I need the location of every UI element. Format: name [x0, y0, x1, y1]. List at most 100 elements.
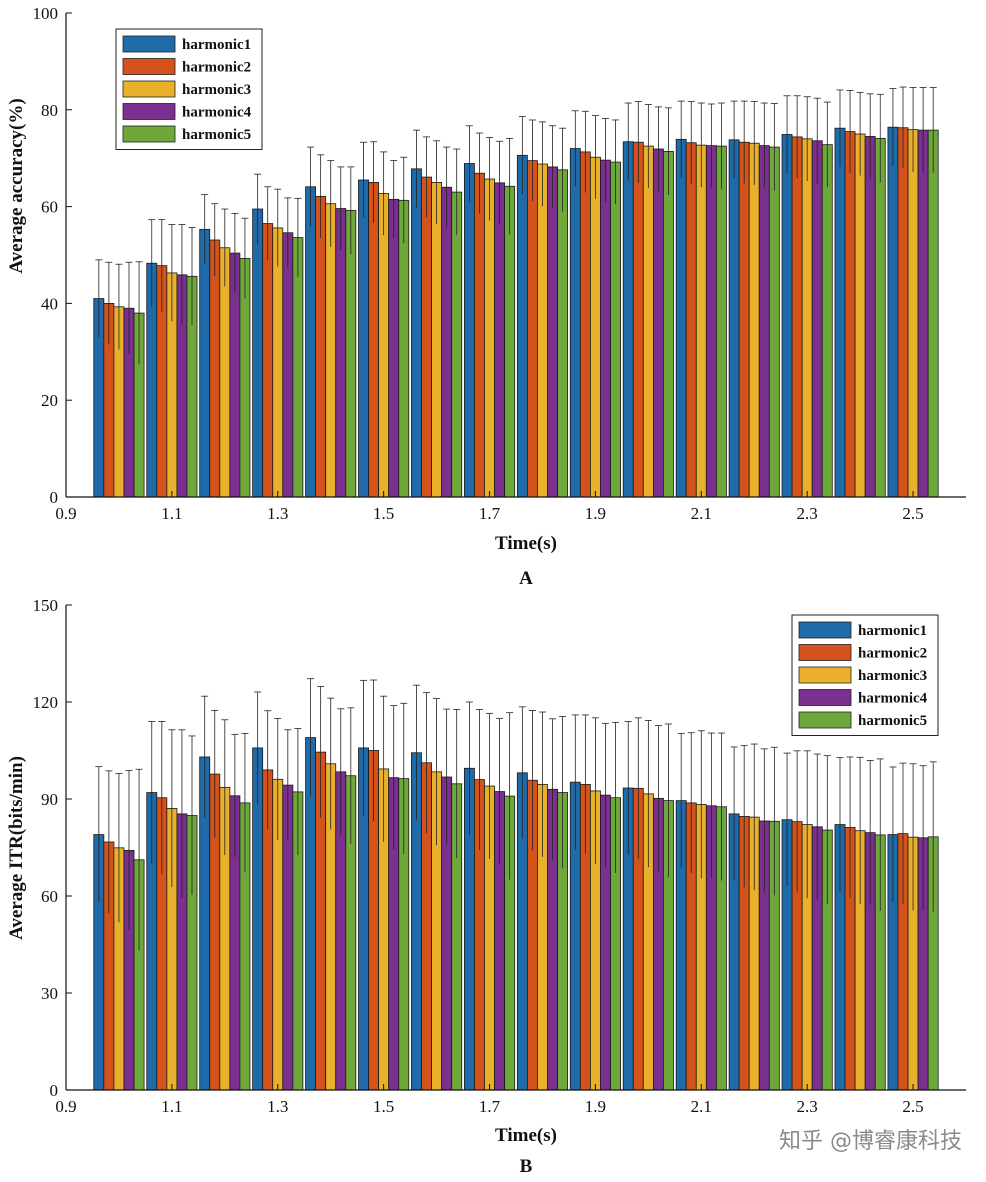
x-tick-label: 2.1 [691, 504, 712, 523]
bar-harmonic2 [632, 141, 644, 498]
bar-harmonic5 [610, 161, 621, 498]
bar-harmonic1 [305, 186, 317, 498]
legend-label-harmonic3: harmonic3 [858, 668, 927, 684]
bar-harmonic5 [768, 146, 780, 498]
bar-harmonic1 [887, 126, 899, 498]
y-axis-label: Average ITR(bits/min) [6, 756, 27, 940]
bar-harmonic3 [589, 156, 601, 498]
legend-label-harmonic2: harmonic2 [182, 60, 251, 76]
bar-harmonic3 [378, 193, 390, 498]
bar-harmonic1 [463, 163, 475, 498]
x-axis-label: Time(s) [495, 533, 557, 554]
y-tick-label: 20 [41, 391, 58, 410]
legend-swatch-harmonic2 [122, 58, 176, 75]
bar-harmonic5 [663, 151, 674, 498]
x-tick-label: 1.9 [585, 1097, 606, 1116]
axes-layer: 0 30 60 90 120 150 0.9 1.1 1.3 1.5 1.7 1.9 2.1 2.3 2.5 [33, 596, 966, 1116]
y-tick-label: 100 [33, 4, 59, 23]
legend-swatch-harmonic1 [122, 35, 176, 53]
y-tick-label: 0 [50, 1081, 59, 1100]
x-tick-label: 1.3 [267, 504, 288, 523]
bar-harmonic4 [652, 148, 664, 498]
legend-label-harmonic1: harmonic1 [182, 37, 251, 53]
bar-harmonic4 [547, 166, 558, 498]
bar-harmonic4 [811, 140, 823, 498]
y-axis-label: Average accuracy(%) [6, 98, 27, 273]
legend-swatch-harmonic4 [122, 103, 176, 120]
bar-harmonic1 [516, 154, 528, 498]
x-tick-label: 1.1 [161, 1097, 182, 1116]
bar-harmonic2 [897, 127, 909, 498]
y-tick-label: 120 [33, 693, 59, 712]
x-tick-label: 2.5 [902, 1097, 923, 1116]
bar-harmonic2 [209, 239, 221, 498]
x-tick-label: 2.1 [691, 1097, 712, 1116]
x-tick-label: 1.9 [585, 504, 606, 523]
legend-label-harmonic2: harmonic2 [858, 646, 927, 662]
bar-harmonic5 [715, 145, 727, 498]
y-tick-label: 90 [41, 790, 58, 809]
x-tick-label: 1.5 [373, 1097, 394, 1116]
bar-harmonic1 [728, 139, 740, 498]
x-tick-label: 1.1 [161, 504, 182, 523]
legend-swatch-harmonic5 [798, 711, 852, 729]
bar-harmonic1 [675, 138, 687, 498]
legend: harmonic1 harmonic2 harmonic3 harmonic4 harm… [115, 28, 263, 150]
chart-itr: 0 30 60 90 120 150 0.9 1.1 1.3 1.5 1.7 1.9 2.1 2.3 2.5… [6, 596, 966, 1177]
y-tick-label: 80 [41, 101, 58, 120]
x-tick-label: 2.3 [797, 504, 818, 523]
bar-harmonic3 [854, 133, 866, 498]
bar-harmonic3 [642, 145, 654, 498]
bar-harmonic4 [494, 182, 506, 498]
bar-harmonic2 [579, 151, 591, 498]
x-tick-label: 0.9 [55, 1097, 76, 1116]
bar-harmonic3 [431, 181, 443, 498]
y-tick-label: 60 [41, 887, 58, 906]
bar-harmonic1 [411, 168, 422, 498]
bar-harmonic3 [325, 203, 337, 498]
bar-harmonic2 [368, 181, 380, 498]
legend: harmonic1 harmonic2 harmonic3 harmonic4 harm… [791, 614, 939, 736]
x-tick-label: 1.7 [479, 1097, 501, 1116]
x-tick-label: 2.5 [902, 504, 923, 523]
bar-harmonic5 [398, 199, 410, 498]
legend-label-harmonic1: harmonic1 [858, 623, 927, 639]
bar-harmonic4 [758, 145, 770, 498]
bar-harmonic1 [622, 141, 634, 498]
x-tick-label: 1.7 [479, 504, 501, 523]
bar-harmonic3 [801, 138, 813, 498]
bar-harmonic5 [557, 169, 569, 498]
errorbars-layer [95, 86, 937, 365]
x-tick-label: 1.5 [373, 504, 394, 523]
bar-harmonic2 [685, 142, 697, 498]
bar-harmonic2 [791, 136, 803, 498]
bar-harmonic4 [864, 136, 876, 498]
bar-harmonic5 [874, 137, 886, 498]
x-tick-label: 0.9 [55, 504, 76, 523]
legend-label-harmonic5: harmonic5 [858, 713, 927, 729]
y-tick-label: 0 [50, 488, 59, 507]
x-axis-label: Time(s) [495, 1125, 557, 1146]
legend-swatch-harmonic4 [798, 689, 852, 706]
bar-harmonic1 [781, 134, 793, 498]
legend-label-harmonic5: harmonic5 [182, 127, 251, 143]
errorbars-layer [95, 678, 937, 951]
panel-label: A [519, 568, 533, 589]
legend-label-harmonic4: harmonic4 [182, 105, 252, 121]
legend-label-harmonic4: harmonic4 [858, 691, 928, 707]
bar-harmonic2 [844, 131, 856, 498]
bar-harmonic2 [315, 196, 327, 498]
legend-swatch-harmonic5 [122, 125, 176, 143]
watermark: 知乎 @博睿康科技 [779, 1129, 962, 1154]
bar-harmonic3 [272, 227, 284, 498]
panel-label: B [520, 1156, 533, 1177]
bar-harmonic5 [451, 191, 463, 498]
bar-harmonic4 [388, 198, 400, 498]
bars-layer [93, 737, 939, 1091]
y-tick-label: 60 [41, 198, 58, 217]
bar-harmonic5 [927, 129, 939, 498]
bar-harmonic1 [569, 148, 581, 498]
bar-harmonic3 [907, 129, 919, 498]
